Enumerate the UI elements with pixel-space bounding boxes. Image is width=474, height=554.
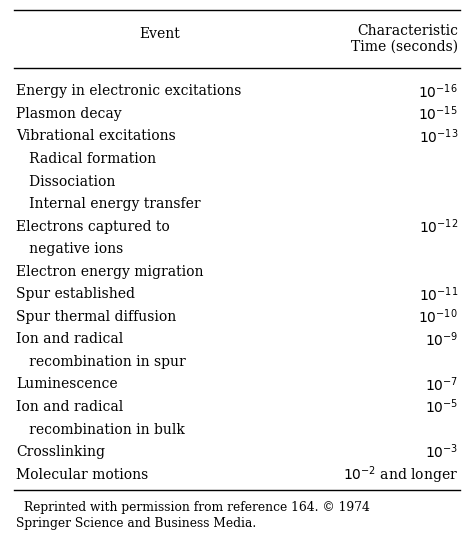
Text: recombination in bulk: recombination in bulk: [16, 423, 185, 437]
Text: Molecular motions: Molecular motions: [16, 468, 148, 482]
Text: Dissociation: Dissociation: [16, 175, 115, 188]
Text: $10^{-2}$ and longer: $10^{-2}$ and longer: [343, 464, 458, 485]
Text: Spur thermal diffusion: Spur thermal diffusion: [16, 310, 176, 324]
Text: negative ions: negative ions: [16, 242, 123, 256]
Text: Luminescence: Luminescence: [16, 377, 118, 392]
Text: Event: Event: [140, 27, 181, 41]
Text: Electron energy migration: Electron energy migration: [16, 265, 203, 279]
Text: Crosslinking: Crosslinking: [16, 445, 105, 459]
Text: $10^{-3}$: $10^{-3}$: [425, 443, 458, 461]
Text: Plasmon decay: Plasmon decay: [16, 107, 122, 121]
Text: $10^{-16}$: $10^{-16}$: [419, 82, 458, 101]
Text: $10^{-13}$: $10^{-13}$: [419, 127, 458, 146]
Text: $10^{-5}$: $10^{-5}$: [425, 398, 458, 417]
Text: Energy in electronic excitations: Energy in electronic excitations: [16, 84, 241, 98]
Text: recombination in spur: recombination in spur: [16, 355, 186, 369]
Text: $10^{-9}$: $10^{-9}$: [425, 330, 458, 348]
Text: Ion and radical: Ion and radical: [16, 400, 123, 414]
Text: Electrons captured to: Electrons captured to: [16, 219, 170, 234]
Text: Springer Science and Business Media.: Springer Science and Business Media.: [16, 517, 256, 531]
Text: Ion and radical: Ion and radical: [16, 332, 123, 346]
Text: $10^{-15}$: $10^{-15}$: [419, 105, 458, 123]
Text: Characteristic: Characteristic: [357, 24, 458, 38]
Text: Radical formation: Radical formation: [16, 152, 156, 166]
Text: Reprinted with permission from reference 164. © 1974: Reprinted with permission from reference…: [24, 501, 370, 515]
Text: $10^{-10}$: $10^{-10}$: [419, 307, 458, 326]
Text: $10^{-12}$: $10^{-12}$: [419, 217, 458, 236]
Text: Spur established: Spur established: [16, 288, 135, 301]
Text: Internal energy transfer: Internal energy transfer: [16, 197, 201, 211]
Text: Time (seconds): Time (seconds): [351, 40, 458, 54]
Text: $10^{-7}$: $10^{-7}$: [425, 375, 458, 394]
Text: Vibrational excitations: Vibrational excitations: [16, 130, 176, 143]
Text: $10^{-11}$: $10^{-11}$: [419, 285, 458, 304]
